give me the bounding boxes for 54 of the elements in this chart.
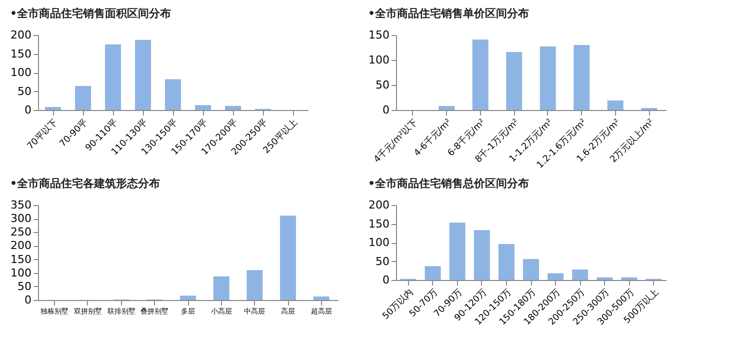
bar <box>498 244 514 280</box>
bar <box>540 46 556 110</box>
bar <box>195 105 211 110</box>
y-tick-label: 50 <box>18 280 32 293</box>
chart-title: •全市商品住宅各建筑形态分布 <box>10 177 160 190</box>
bar <box>75 86 91 110</box>
bar <box>246 270 263 300</box>
bar <box>225 106 241 110</box>
bar <box>607 100 624 110</box>
bar <box>449 222 466 280</box>
y-tick-label: 250 <box>10 226 32 239</box>
bar <box>313 296 330 300</box>
y-tick-label: 50 <box>18 84 32 98</box>
chart-title: •全市商品住宅销售面积区间分布 <box>10 7 172 20</box>
bar <box>135 40 151 110</box>
y-tick-label: 50 <box>376 254 390 268</box>
bar <box>105 44 121 110</box>
y-tick-label: 100 <box>10 266 32 280</box>
bar <box>438 106 455 110</box>
bar <box>424 266 441 280</box>
y-tick-label: 0 <box>382 104 390 116</box>
y-tick-label: 0 <box>382 274 390 286</box>
x-tick-label: 70平以下 <box>25 116 60 152</box>
bar <box>474 230 490 280</box>
y-tick-label: 200 <box>10 28 32 42</box>
bar <box>523 259 539 280</box>
bar <box>548 273 564 280</box>
y-tick-label: 0 <box>24 104 32 116</box>
y-tick-label: 150 <box>10 47 32 60</box>
y-tick-label: 200 <box>10 239 32 252</box>
bar <box>45 107 61 110</box>
y-tick-label: 100 <box>368 236 390 249</box>
bar <box>572 270 588 280</box>
bar <box>506 52 522 110</box>
y-tick-label: 100 <box>10 66 32 79</box>
y-tick-label: 50 <box>376 78 390 92</box>
bar <box>280 216 296 300</box>
bar <box>165 79 181 110</box>
y-tick-label: 350 <box>10 198 32 212</box>
y-tick-label: 200 <box>368 198 390 212</box>
bar <box>213 276 230 300</box>
chart-title: •全市商品住宅销售总价区间分布 <box>368 177 530 190</box>
bar <box>472 40 488 110</box>
bar <box>574 45 590 110</box>
y-tick-label: 300 <box>10 212 32 226</box>
y-tick-label: 0 <box>24 294 32 306</box>
y-tick-label: 150 <box>10 252 32 266</box>
chart-title: •全市商品住宅销售单价区间分布 <box>368 7 530 20</box>
bar <box>596 277 613 280</box>
bar <box>180 296 196 300</box>
bar <box>621 277 638 280</box>
y-tick-label: 100 <box>368 54 390 66</box>
y-tick-label: 150 <box>368 28 390 42</box>
y-tick-label: 150 <box>368 217 390 230</box>
